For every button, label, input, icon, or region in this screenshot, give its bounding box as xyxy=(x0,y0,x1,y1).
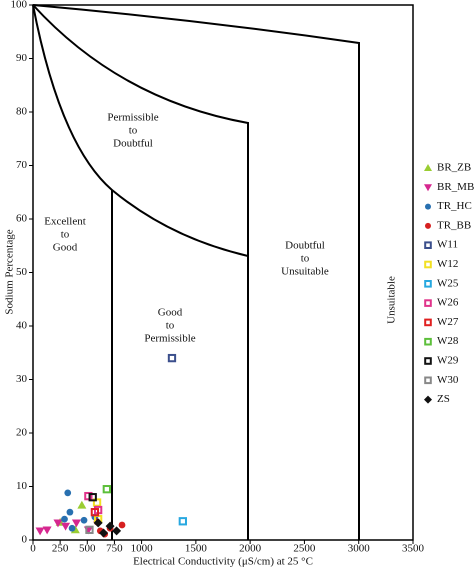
region-label: Doubtful xyxy=(113,138,153,150)
legend-label: BR_MB xyxy=(437,181,474,193)
region-label: Unsuitable xyxy=(281,266,329,278)
y-tick-label: 40 xyxy=(16,320,28,332)
point xyxy=(93,518,103,528)
legend-label: W26 xyxy=(437,297,459,309)
point xyxy=(118,521,126,529)
legend-label: W25 xyxy=(437,277,459,289)
region-label: Permissible xyxy=(144,333,195,345)
x-tick-label: 1500 xyxy=(185,543,208,555)
legend-marker xyxy=(424,280,432,288)
legend-label: W12 xyxy=(437,258,458,270)
region-label: Good xyxy=(158,307,183,319)
x-tick-label: 250 xyxy=(52,543,69,555)
point xyxy=(64,489,72,497)
y-tick-label: 20 xyxy=(16,427,28,439)
y-tick-label: 50 xyxy=(16,266,28,278)
x-tick-label: 3000 xyxy=(348,543,371,555)
region-boundary xyxy=(32,4,360,540)
region-label: Doubtful xyxy=(285,240,325,252)
point xyxy=(85,525,94,534)
y-tick-label: 70 xyxy=(16,159,28,171)
y-tick-label: 90 xyxy=(16,52,28,64)
x-tick-label: 0 xyxy=(30,543,36,555)
point xyxy=(77,500,87,509)
point xyxy=(105,521,115,531)
legend-marker xyxy=(424,164,432,171)
region-boundary xyxy=(32,4,249,257)
y-tick-label: 10 xyxy=(16,480,28,492)
x-tick-label: 2500 xyxy=(293,543,316,555)
y-axis-label: Sodium Percentage xyxy=(4,229,16,314)
point xyxy=(178,517,187,526)
region-label: Unsuitable xyxy=(386,276,398,324)
x-tick-label: 1000 xyxy=(131,543,154,555)
x-tick-label: 500 xyxy=(79,543,96,555)
legend-marker xyxy=(424,299,432,307)
point xyxy=(102,485,111,494)
legend-marker xyxy=(424,184,432,192)
y-tick-label: 0 xyxy=(22,534,28,546)
point xyxy=(92,498,102,507)
region-label: Good xyxy=(53,242,78,254)
plot-frame xyxy=(32,4,414,541)
x-tick-label: 3500 xyxy=(402,543,425,555)
x-tick-label: 750 xyxy=(106,543,123,555)
legend-marker xyxy=(425,203,431,210)
point xyxy=(61,515,68,523)
legend-marker xyxy=(424,395,432,404)
legend-label: W27 xyxy=(437,316,459,328)
point xyxy=(99,528,109,538)
point xyxy=(90,508,100,517)
legend-marker xyxy=(424,357,432,365)
region-label: Excellent xyxy=(44,216,86,228)
legend-label: W28 xyxy=(437,335,459,347)
legend-label: W11 xyxy=(437,239,458,251)
point xyxy=(71,519,81,528)
legend-label: W30 xyxy=(437,374,459,386)
y-tick-label: 60 xyxy=(16,213,28,225)
legend-label: TR_HC xyxy=(437,200,472,212)
y-tick-label: 80 xyxy=(16,106,28,118)
legend-marker xyxy=(424,376,432,385)
point xyxy=(68,524,76,532)
legend-label: ZS xyxy=(437,393,450,405)
y-tick-label: 100 xyxy=(11,0,28,11)
region-label: to xyxy=(301,253,310,265)
point xyxy=(167,353,177,363)
region-label: to xyxy=(166,320,175,332)
region-label: Permissible xyxy=(107,112,158,124)
point xyxy=(80,516,88,524)
point xyxy=(35,527,45,536)
region-label: to xyxy=(129,125,138,137)
legend-marker xyxy=(424,337,432,346)
legend-marker xyxy=(424,260,432,269)
point xyxy=(112,526,122,536)
legend-marker xyxy=(424,241,432,249)
legend-label: W29 xyxy=(437,355,459,367)
x-tick-label: 2000 xyxy=(239,543,262,555)
point xyxy=(66,508,74,516)
point xyxy=(61,522,71,531)
x-axis-label: Electrical Conductivity (μS/cm) at 25 °C xyxy=(133,556,313,568)
legend-marker xyxy=(425,222,431,229)
legend-label: BR_ZB xyxy=(437,162,471,174)
region-boundary xyxy=(32,4,249,540)
legend-marker xyxy=(424,318,432,327)
legend-label: TR_BB xyxy=(437,219,471,231)
point xyxy=(88,493,97,502)
region-label: to xyxy=(61,229,70,241)
point xyxy=(53,519,63,528)
point xyxy=(42,526,52,535)
point xyxy=(84,491,93,501)
y-tick-label: 30 xyxy=(16,373,28,385)
